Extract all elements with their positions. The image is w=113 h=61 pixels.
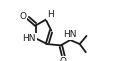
Text: O: O	[59, 57, 66, 61]
Text: O: O	[19, 12, 26, 21]
Text: HN: HN	[22, 34, 36, 43]
Text: HN: HN	[62, 30, 76, 39]
Text: H: H	[46, 10, 53, 19]
